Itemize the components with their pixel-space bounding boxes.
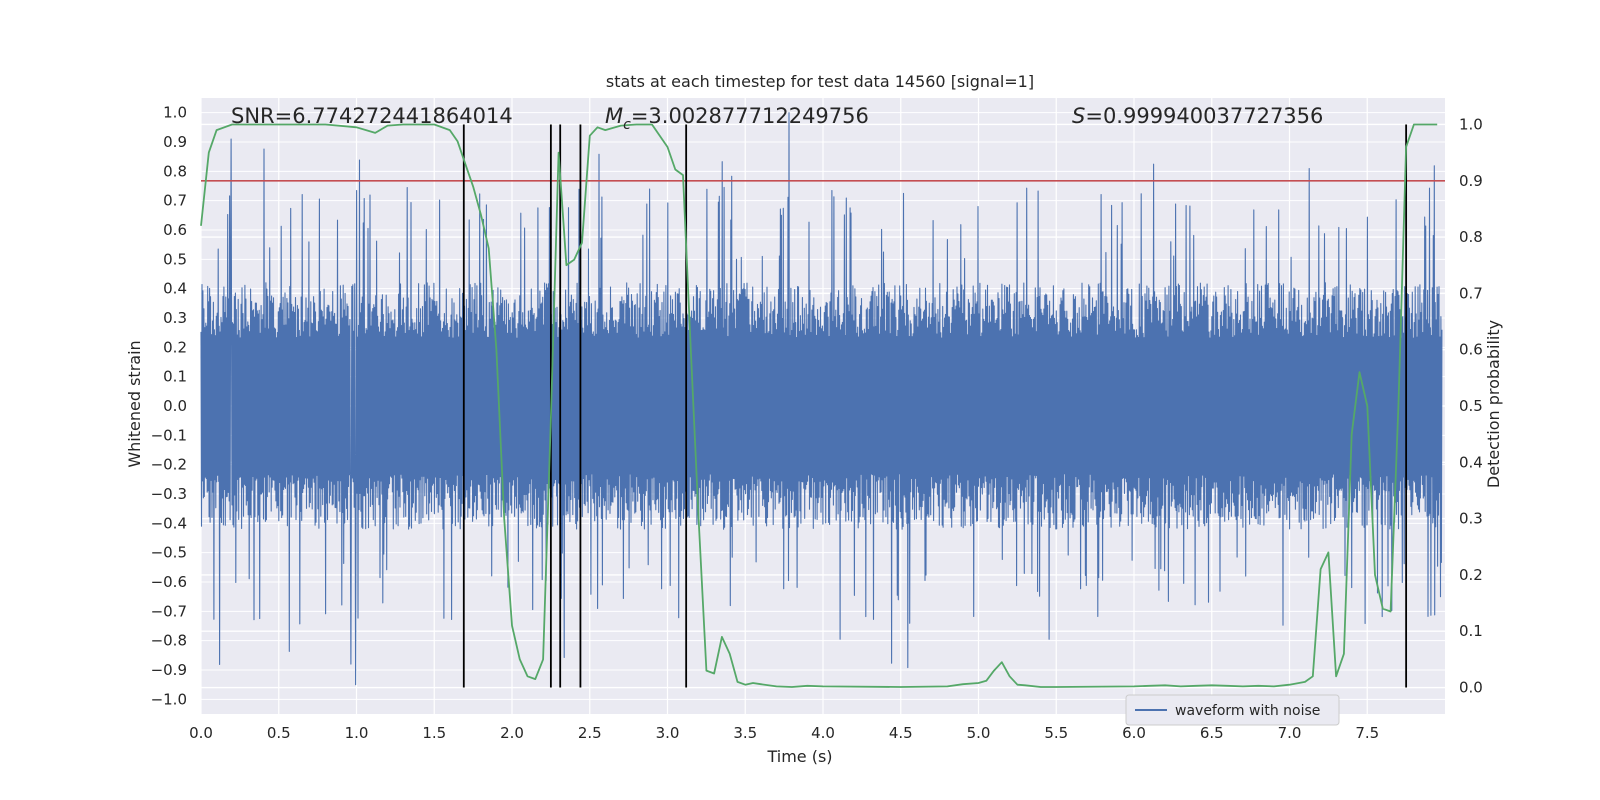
right-y-tick-label: 1.0 (1459, 115, 1483, 133)
left-y-tick-label: −0.1 (151, 426, 187, 444)
s-annotation: S=0.999940037727356 (1072, 104, 1323, 128)
left-y-tick-label: 0.2 (163, 338, 187, 356)
s-value: =0.999940037727356 (1085, 104, 1323, 128)
left-y-tick-label: −0.7 (151, 602, 187, 620)
s-symbol: S (1072, 104, 1085, 128)
left-y-axis-label: Whitened strain (125, 340, 144, 467)
waveform-line (200, 112, 1443, 686)
left-y-tick-label: −1.0 (151, 690, 187, 708)
legend: waveform with noise (1125, 694, 1340, 726)
left-y-tick-label: 0.0 (163, 397, 187, 415)
x-tick-label: 1.5 (422, 724, 446, 742)
left-y-tick-label: −0.8 (151, 632, 187, 650)
x-tick-label: 0.5 (267, 724, 291, 742)
right-y-axis-label: Detection probability (1484, 320, 1503, 488)
left-y-tick-label: 0.8 (163, 162, 187, 180)
right-y-tick-label: 0.4 (1459, 453, 1483, 471)
left-y-tick-label: −0.4 (151, 514, 187, 532)
right-y-tick-label: 0.8 (1459, 228, 1483, 246)
event-lines (462, 124, 1408, 688)
right-y-tick-label: 0.2 (1459, 566, 1483, 584)
snr-annotation: SNR=6.774272441864014 (231, 104, 513, 128)
left-y-tick-labels: 1.0 0.9 0.8 0.7 0.6 0.5 0.4 0.3 0.2 0.1 0.0 −0.1 −0.… (151, 104, 187, 709)
x-tick-label: 0.0 (189, 724, 213, 742)
left-y-tick-label: 0.9 (163, 133, 187, 151)
chirp-mass-value: =3.002877712249756 (631, 104, 869, 128)
right-y-tick-label: 0.6 (1459, 341, 1483, 359)
chart-title: stats at each timestep for test data 145… (606, 72, 1034, 91)
right-y-tick-label: 0.9 (1459, 172, 1483, 190)
x-tick-label: 2.5 (578, 724, 602, 742)
right-y-tick-label: 0.7 (1459, 284, 1483, 302)
right-y-tick-label: 0.0 (1459, 679, 1483, 697)
left-y-tick-label: 0.6 (163, 221, 187, 239)
x-tick-label: 6.0 (1122, 724, 1146, 742)
x-tick-label: 7.5 (1355, 724, 1379, 742)
legend-box (1125, 694, 1340, 726)
right-y-tick-label: 0.3 (1459, 510, 1483, 528)
left-y-tick-label: −0.5 (151, 544, 187, 562)
right-y-tick-label: 0.5 (1459, 397, 1483, 415)
x-tick-label: 1.0 (345, 724, 369, 742)
x-tick-label: 5.0 (967, 724, 991, 742)
x-tick-label: 6.5 (1200, 724, 1224, 742)
right-y-tick-labels: 1.0 0.9 0.8 0.7 0.6 0.5 0.4 0.3 0.2 0.1 0.0 (1459, 115, 1483, 696)
x-tick-label: 3.0 (656, 724, 680, 742)
right-y-tick-label: 0.1 (1459, 622, 1483, 640)
chirp-mass-annotation: Mc=3.002877712249756 (605, 104, 869, 133)
left-y-tick-label: 0.1 (163, 368, 187, 386)
x-tick-label: 4.5 (889, 724, 913, 742)
x-tick-label: 2.0 (500, 724, 524, 742)
x-tick-label: 4.0 (811, 724, 835, 742)
legend-label-waveform: waveform with noise (1175, 703, 1320, 719)
left-y-tick-label: −0.2 (151, 456, 187, 474)
left-y-tick-label: 1.0 (163, 104, 187, 122)
waveform-series (200, 112, 1443, 686)
x-tick-labels: 0.0 0.5 1.0 1.5 2.0 2.5 3.0 3.5 4.0 4.5 5.0 5.5 6.0 6… (189, 724, 1379, 742)
left-y-tick-label: 0.4 (163, 280, 187, 298)
x-tick-label: 3.5 (733, 724, 757, 742)
x-axis-label: Time (s) (766, 747, 832, 766)
left-y-tick-label: 0.3 (163, 309, 187, 327)
left-y-tick-label: 0.7 (163, 192, 187, 210)
left-y-tick-label: −0.3 (151, 485, 187, 503)
left-y-tick-label: −0.6 (151, 573, 187, 591)
probability-series-group (200, 123, 1438, 688)
left-y-tick-label: 0.5 (163, 250, 187, 268)
probability-line (200, 123, 1438, 688)
chirp-mass-symbol: M (605, 104, 623, 128)
left-y-tick-label: −0.9 (151, 661, 187, 679)
chirp-mass-subscript: c (623, 117, 631, 133)
x-tick-label: 5.5 (1044, 724, 1068, 742)
x-tick-label: 7.0 (1278, 724, 1302, 742)
